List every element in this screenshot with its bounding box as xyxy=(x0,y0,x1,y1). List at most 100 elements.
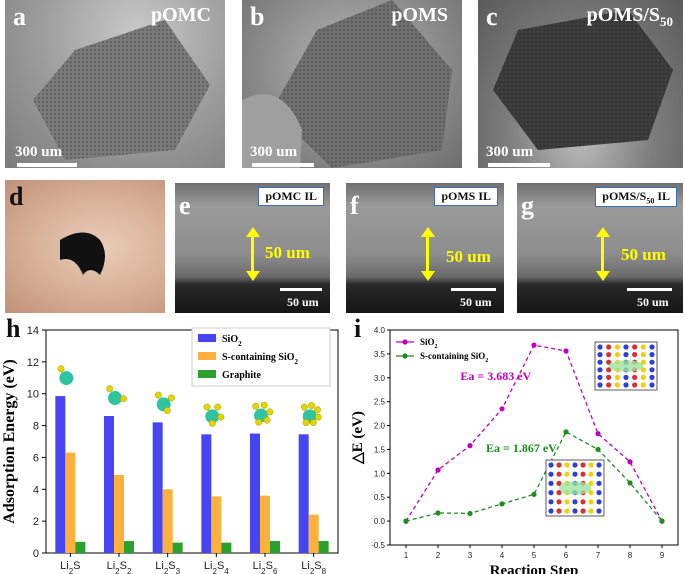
x-tick-label-i: 2 xyxy=(436,551,441,560)
atom-icon xyxy=(564,499,570,505)
atom-icon xyxy=(597,382,603,388)
sample-label-e: pOMC IL xyxy=(258,187,324,206)
data-point-0 xyxy=(595,431,601,437)
x-tick-label-i: 4 xyxy=(500,551,505,560)
sulfur-atom-icon xyxy=(309,419,317,427)
arrow-up-icon xyxy=(421,227,435,237)
atom-icon xyxy=(649,382,655,388)
sulfur-atom-icon xyxy=(302,419,310,427)
scale-label-g: 50 um xyxy=(637,295,669,309)
legend-label-h: SiO2 xyxy=(222,334,242,348)
x-tick-label-h: Li2S6 xyxy=(253,560,278,574)
sulfur-atom-icon xyxy=(266,408,274,416)
atom-icon xyxy=(556,471,562,477)
bar-0 xyxy=(201,434,212,553)
x-tick-label-i: 7 xyxy=(596,551,601,560)
sulfur-atom-icon xyxy=(314,406,321,414)
panel-letter-g: g xyxy=(521,191,534,220)
bar-0 xyxy=(298,434,309,553)
data-point-1 xyxy=(435,510,441,516)
data-point-1 xyxy=(467,510,473,517)
x-tick-label-h: Li2S xyxy=(60,560,80,574)
sulfur-atom-icon xyxy=(308,402,315,409)
sem-cross-section-poms-s50: g pOMS/S50 IL 50 um 50 um xyxy=(517,183,683,313)
data-point-1 xyxy=(627,480,633,486)
y-tick-label-h: 4 xyxy=(33,484,39,496)
atom-icon xyxy=(548,508,554,514)
atom-icon xyxy=(564,471,570,477)
panel-title-c: pOMS/S50 xyxy=(586,4,673,29)
atom-icon xyxy=(572,462,578,468)
data-point-1 xyxy=(595,446,601,453)
atom-icon xyxy=(580,462,586,468)
y-tick-label-i: -0.5 xyxy=(371,541,385,550)
bar-1 xyxy=(260,495,270,553)
panel-letter-h: h xyxy=(6,314,21,343)
x-tick-label-h: Li2S2 xyxy=(107,560,132,574)
sulfur-atom-icon xyxy=(168,394,175,402)
bar-2 xyxy=(270,541,280,553)
sulfur-atom-icon xyxy=(260,401,268,409)
atom-icon xyxy=(614,382,620,388)
y-tick-label-i: 0.0 xyxy=(374,517,386,526)
atom-icon xyxy=(572,508,578,514)
sulfur-atom-icon xyxy=(57,365,65,373)
sulfur-atom-icon xyxy=(314,413,322,421)
x-tick-label-h: Li2S8 xyxy=(301,560,326,574)
sulfur-atom-icon xyxy=(208,419,216,427)
atom-icon xyxy=(606,359,612,365)
x-tick-label-i: 6 xyxy=(564,551,569,560)
x-tick-label-i: 8 xyxy=(628,551,633,560)
sulfur-atom-icon xyxy=(203,403,211,411)
sulfur-atom-icon xyxy=(154,391,162,399)
thickness-label-e: 50 um xyxy=(265,243,310,262)
atom-icon xyxy=(623,382,629,388)
atom-icon xyxy=(588,462,594,468)
panel-title-b: pOMS xyxy=(391,4,448,26)
atom-icon xyxy=(640,359,646,365)
data-point-0 xyxy=(435,467,441,473)
atom-icon xyxy=(649,359,655,365)
panel-letter-f: f xyxy=(350,191,359,220)
bent-film-shape xyxy=(60,232,105,275)
sulfur-atom-icon xyxy=(300,403,308,411)
inset-structure-sio2 xyxy=(594,341,658,391)
y-axis-label-h: Adsorption Energy (eV) xyxy=(1,359,18,523)
legend-swatch-h xyxy=(198,370,216,378)
atom-icon xyxy=(588,480,594,486)
atom-icon xyxy=(597,359,603,365)
atom-icon xyxy=(623,374,629,380)
atom-icon xyxy=(596,480,602,486)
bar-1 xyxy=(162,489,173,553)
data-point-1 xyxy=(403,518,409,524)
bar-2 xyxy=(124,541,134,553)
legend-label-h: Graphite xyxy=(222,370,261,381)
atom-icon xyxy=(588,508,594,514)
atom-icon xyxy=(640,367,646,373)
atom-icon xyxy=(580,471,586,477)
atom-icon xyxy=(649,374,655,380)
atom-icon xyxy=(596,499,602,505)
sulfur-atom-icon xyxy=(217,413,225,421)
y-tick-label-h: 2 xyxy=(33,516,39,528)
atom-icon xyxy=(623,344,629,350)
atom-icon xyxy=(614,344,620,350)
sulfur-atom-icon xyxy=(255,418,263,426)
atom-icon xyxy=(548,490,554,496)
bar-2 xyxy=(172,542,183,553)
x-tick-label-i: 1 xyxy=(404,551,409,560)
x-tick-label-h: Li2S4 xyxy=(204,560,229,574)
sem-cross-section-poms: f pOMS IL 50 um 50 um xyxy=(346,183,504,313)
data-point-0 xyxy=(563,348,569,354)
atom-icon xyxy=(556,499,562,505)
lithium-atom-icon xyxy=(108,391,122,406)
x-tick-label-h: Li2S3 xyxy=(155,560,180,574)
atom-icon xyxy=(596,462,602,468)
hexagonal-particle-a xyxy=(33,20,210,160)
y-tick-label-i: 4.0 xyxy=(374,326,386,335)
y-tick-label-h: 14 xyxy=(27,325,39,337)
atom-icon xyxy=(649,352,655,358)
scale-bar-e xyxy=(280,288,322,291)
atom-icon xyxy=(588,499,594,505)
y-tick-label-i: 1.0 xyxy=(374,469,386,478)
